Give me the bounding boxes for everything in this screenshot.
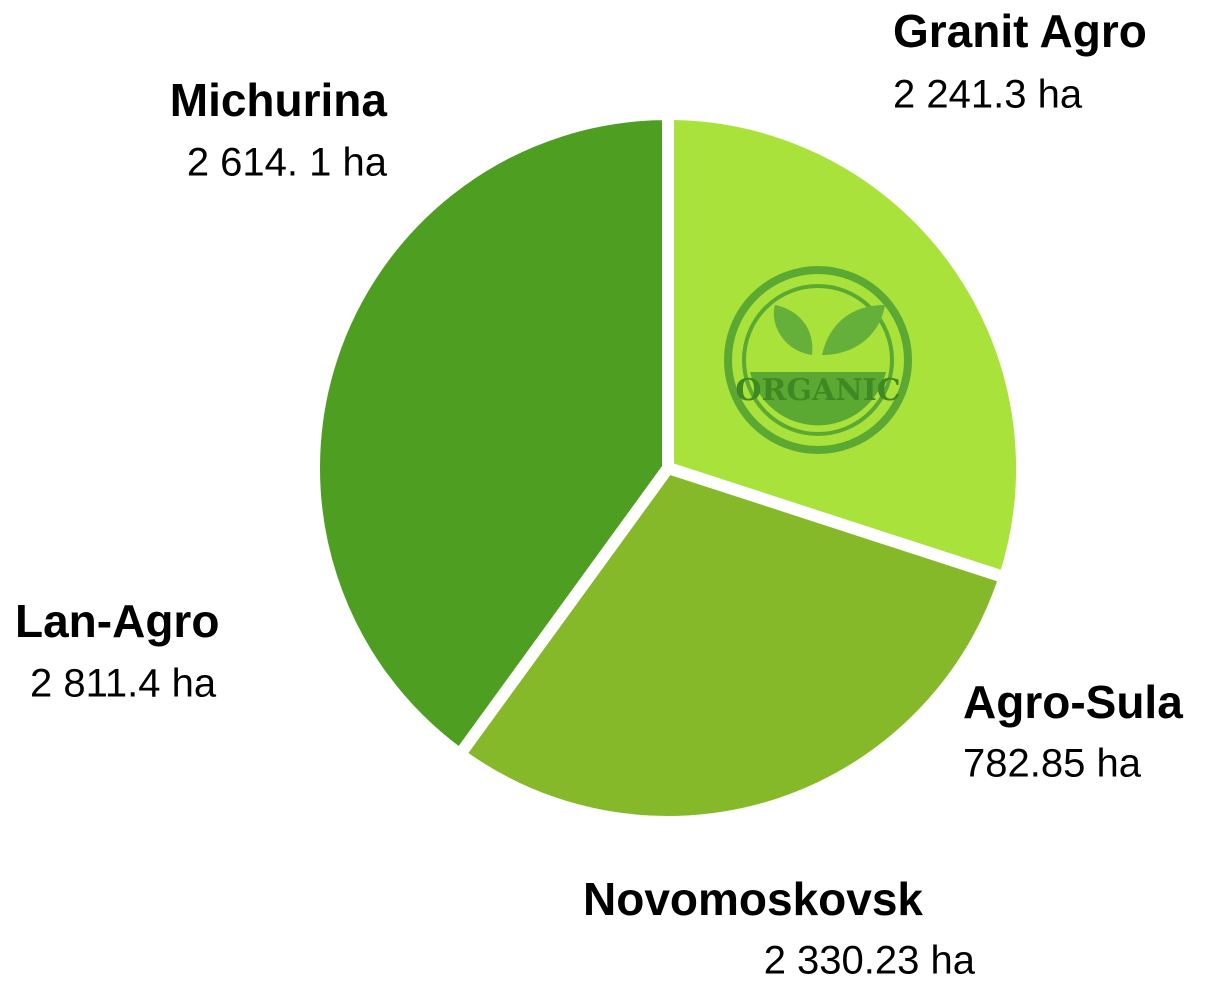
pie-slice (308, 108, 674, 761)
slice-value: 2 614. 1 ha (187, 141, 388, 185)
slice-name: Michurina (170, 74, 388, 126)
badge-text: ORGANIC (735, 373, 900, 408)
organic-badge: ORGANIC (724, 266, 912, 454)
slice-value: 2 811.4 ha (30, 662, 217, 706)
slice-value: 782.85 ha (963, 742, 1142, 786)
slice-value: 2 241.3 ha (893, 73, 1083, 117)
slice-name: Granit Agro (893, 5, 1147, 57)
slice-name: Lan-Agro (15, 595, 219, 647)
pie-slice (453, 462, 1011, 828)
slice-name: Novomoskovsk (583, 873, 923, 925)
slice-name: Agro-Sula (963, 676, 1183, 728)
slice-value: 2 330.23 ha (764, 939, 976, 983)
